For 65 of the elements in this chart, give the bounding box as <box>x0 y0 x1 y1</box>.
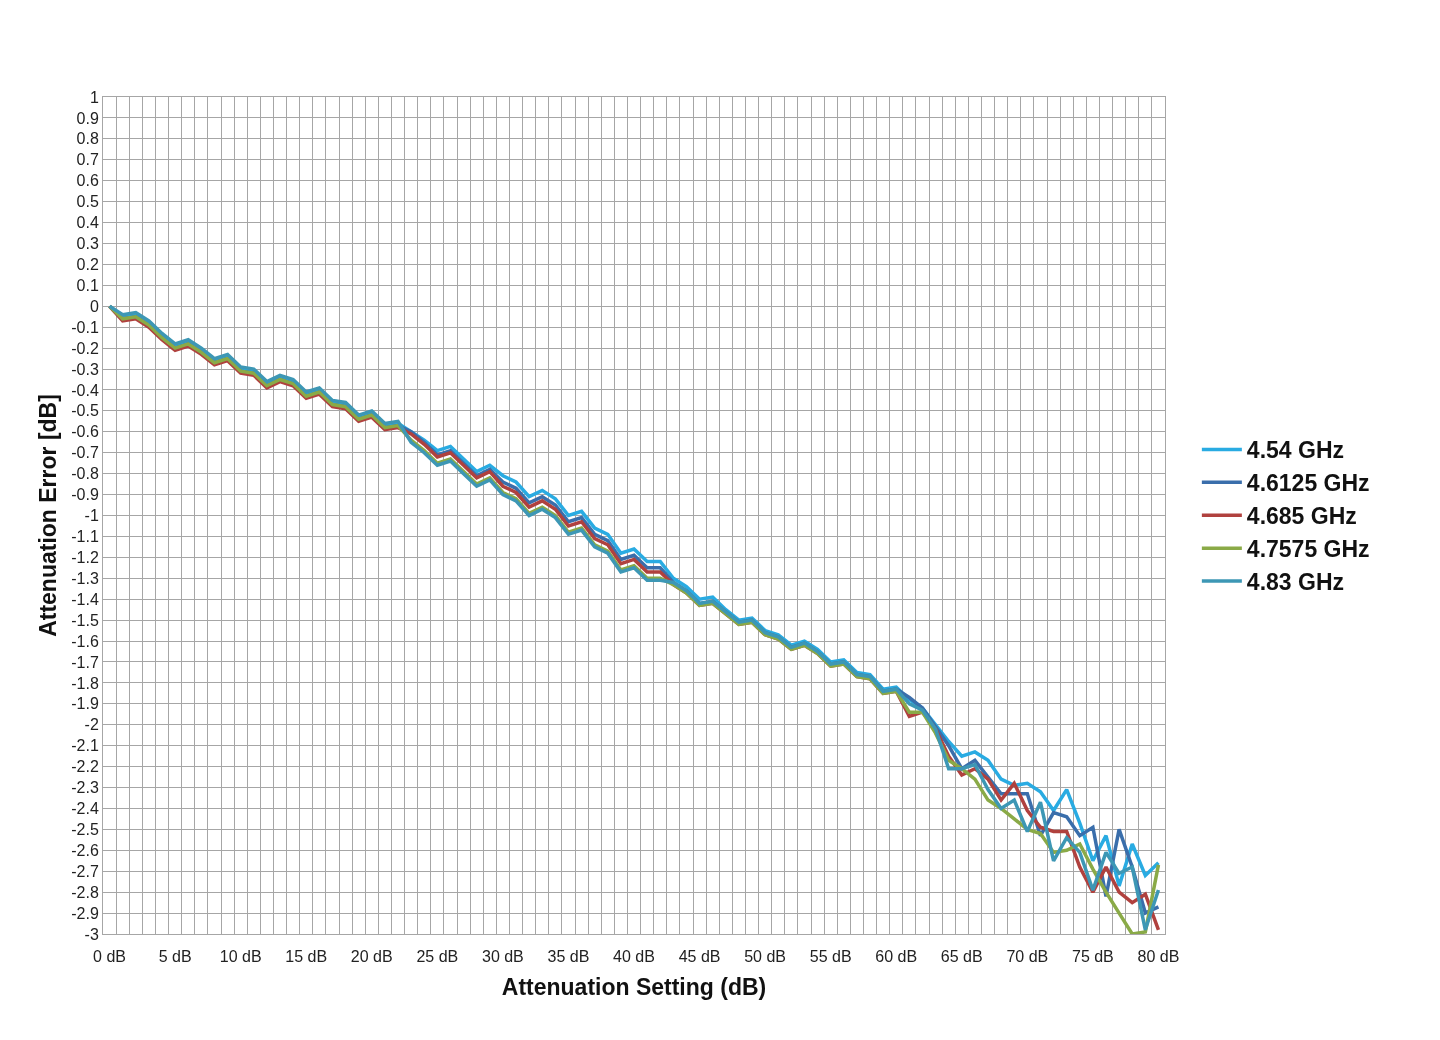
y-tick-label: -0.4 <box>71 381 99 399</box>
x-tick-label: 60 dB <box>875 948 918 966</box>
y-tick-label: -1.3 <box>71 569 99 587</box>
x-tick-label: 25 dB <box>416 948 459 966</box>
y-tick-label: 0.4 <box>76 214 99 232</box>
y-tick-label: 0.6 <box>76 172 99 190</box>
y-tick-label: -1.6 <box>71 632 99 650</box>
legend-label: 4.6125 GHz <box>1246 470 1370 497</box>
y-tick-label: -0.6 <box>71 423 99 441</box>
y-tick-label: 0.1 <box>76 276 99 294</box>
y-tick-label: 0.9 <box>76 109 99 127</box>
x-tick-label: 65 dB <box>940 948 983 966</box>
y-tick-label: -0.1 <box>71 318 99 336</box>
x-tick-label: 70 dB <box>1006 948 1049 966</box>
y-tick-label: -0.5 <box>71 402 99 420</box>
y-tick-label: 0.5 <box>76 193 99 211</box>
y-tick-label: -2.2 <box>71 758 99 776</box>
x-tick-label: 5 dB <box>158 948 192 966</box>
x-tick-label: 10 dB <box>219 948 262 966</box>
x-tick-label: 55 dB <box>809 948 852 966</box>
y-tick-label: -1.4 <box>71 590 99 608</box>
x-tick-label: 30 dB <box>481 948 524 966</box>
x-tick-label: 40 dB <box>613 948 655 966</box>
y-tick-label: -2.8 <box>71 883 99 901</box>
y-tick-label: -2.3 <box>71 779 99 797</box>
x-tick-label: 35 dB <box>547 948 590 966</box>
y-tick-label: 0.8 <box>76 130 99 148</box>
y-tick-label: -2.1 <box>71 737 99 755</box>
y-tick-label: -1.2 <box>71 548 99 566</box>
y-tick-label: -1.9 <box>71 695 99 713</box>
x-tick-label: 80 dB <box>1137 948 1180 966</box>
legend-label: 4.685 GHz <box>1246 503 1357 530</box>
x-tick-label: 75 dB <box>1071 948 1114 966</box>
x-tick-label: 45 dB <box>678 948 721 966</box>
y-axis-title: Attenuation Error [dB] <box>34 394 61 637</box>
y-tick-label: -1 <box>84 507 99 525</box>
x-tick-label: 15 dB <box>285 948 328 966</box>
legend-label: 4.54 GHz <box>1246 437 1345 464</box>
y-tick-label: -2.7 <box>71 862 99 880</box>
y-tick-label: 0.2 <box>76 256 99 273</box>
x-tick-label: 20 dB <box>350 948 393 966</box>
legend-label: 4.7575 GHz <box>1246 536 1370 563</box>
y-tick-label: -0.2 <box>71 339 99 357</box>
y-tick-label: -2.4 <box>71 800 99 818</box>
y-tick-label: -0.3 <box>71 360 99 378</box>
y-tick-label: 0 <box>89 297 99 315</box>
y-tick-label: -3 <box>84 925 99 943</box>
y-tick-label: -0.7 <box>71 444 99 462</box>
y-tick-label: -2.9 <box>71 904 99 922</box>
legend-label: 4.83 GHz <box>1246 569 1345 596</box>
y-tick-label: -2.5 <box>71 820 99 838</box>
y-tick-label: 0.7 <box>76 151 99 169</box>
y-tick-label: -2 <box>84 716 99 734</box>
y-tick-label: 1 <box>89 88 99 106</box>
y-tick-label: 0.3 <box>76 235 99 253</box>
y-tick-label: -1.5 <box>71 611 99 629</box>
x-tick-label: 50 dB <box>744 948 787 966</box>
y-tick-label: -2.6 <box>71 841 99 859</box>
y-tick-label: -1.7 <box>71 653 99 671</box>
y-tick-label: -1.8 <box>71 674 99 692</box>
x-tick-label: 0 dB <box>93 948 127 966</box>
x-axis-title: Attenuation Setting (dB) <box>501 973 767 1000</box>
y-tick-label: -0.8 <box>71 465 99 483</box>
y-tick-label: -1.1 <box>71 528 99 546</box>
y-tick-label: -0.9 <box>71 486 99 504</box>
